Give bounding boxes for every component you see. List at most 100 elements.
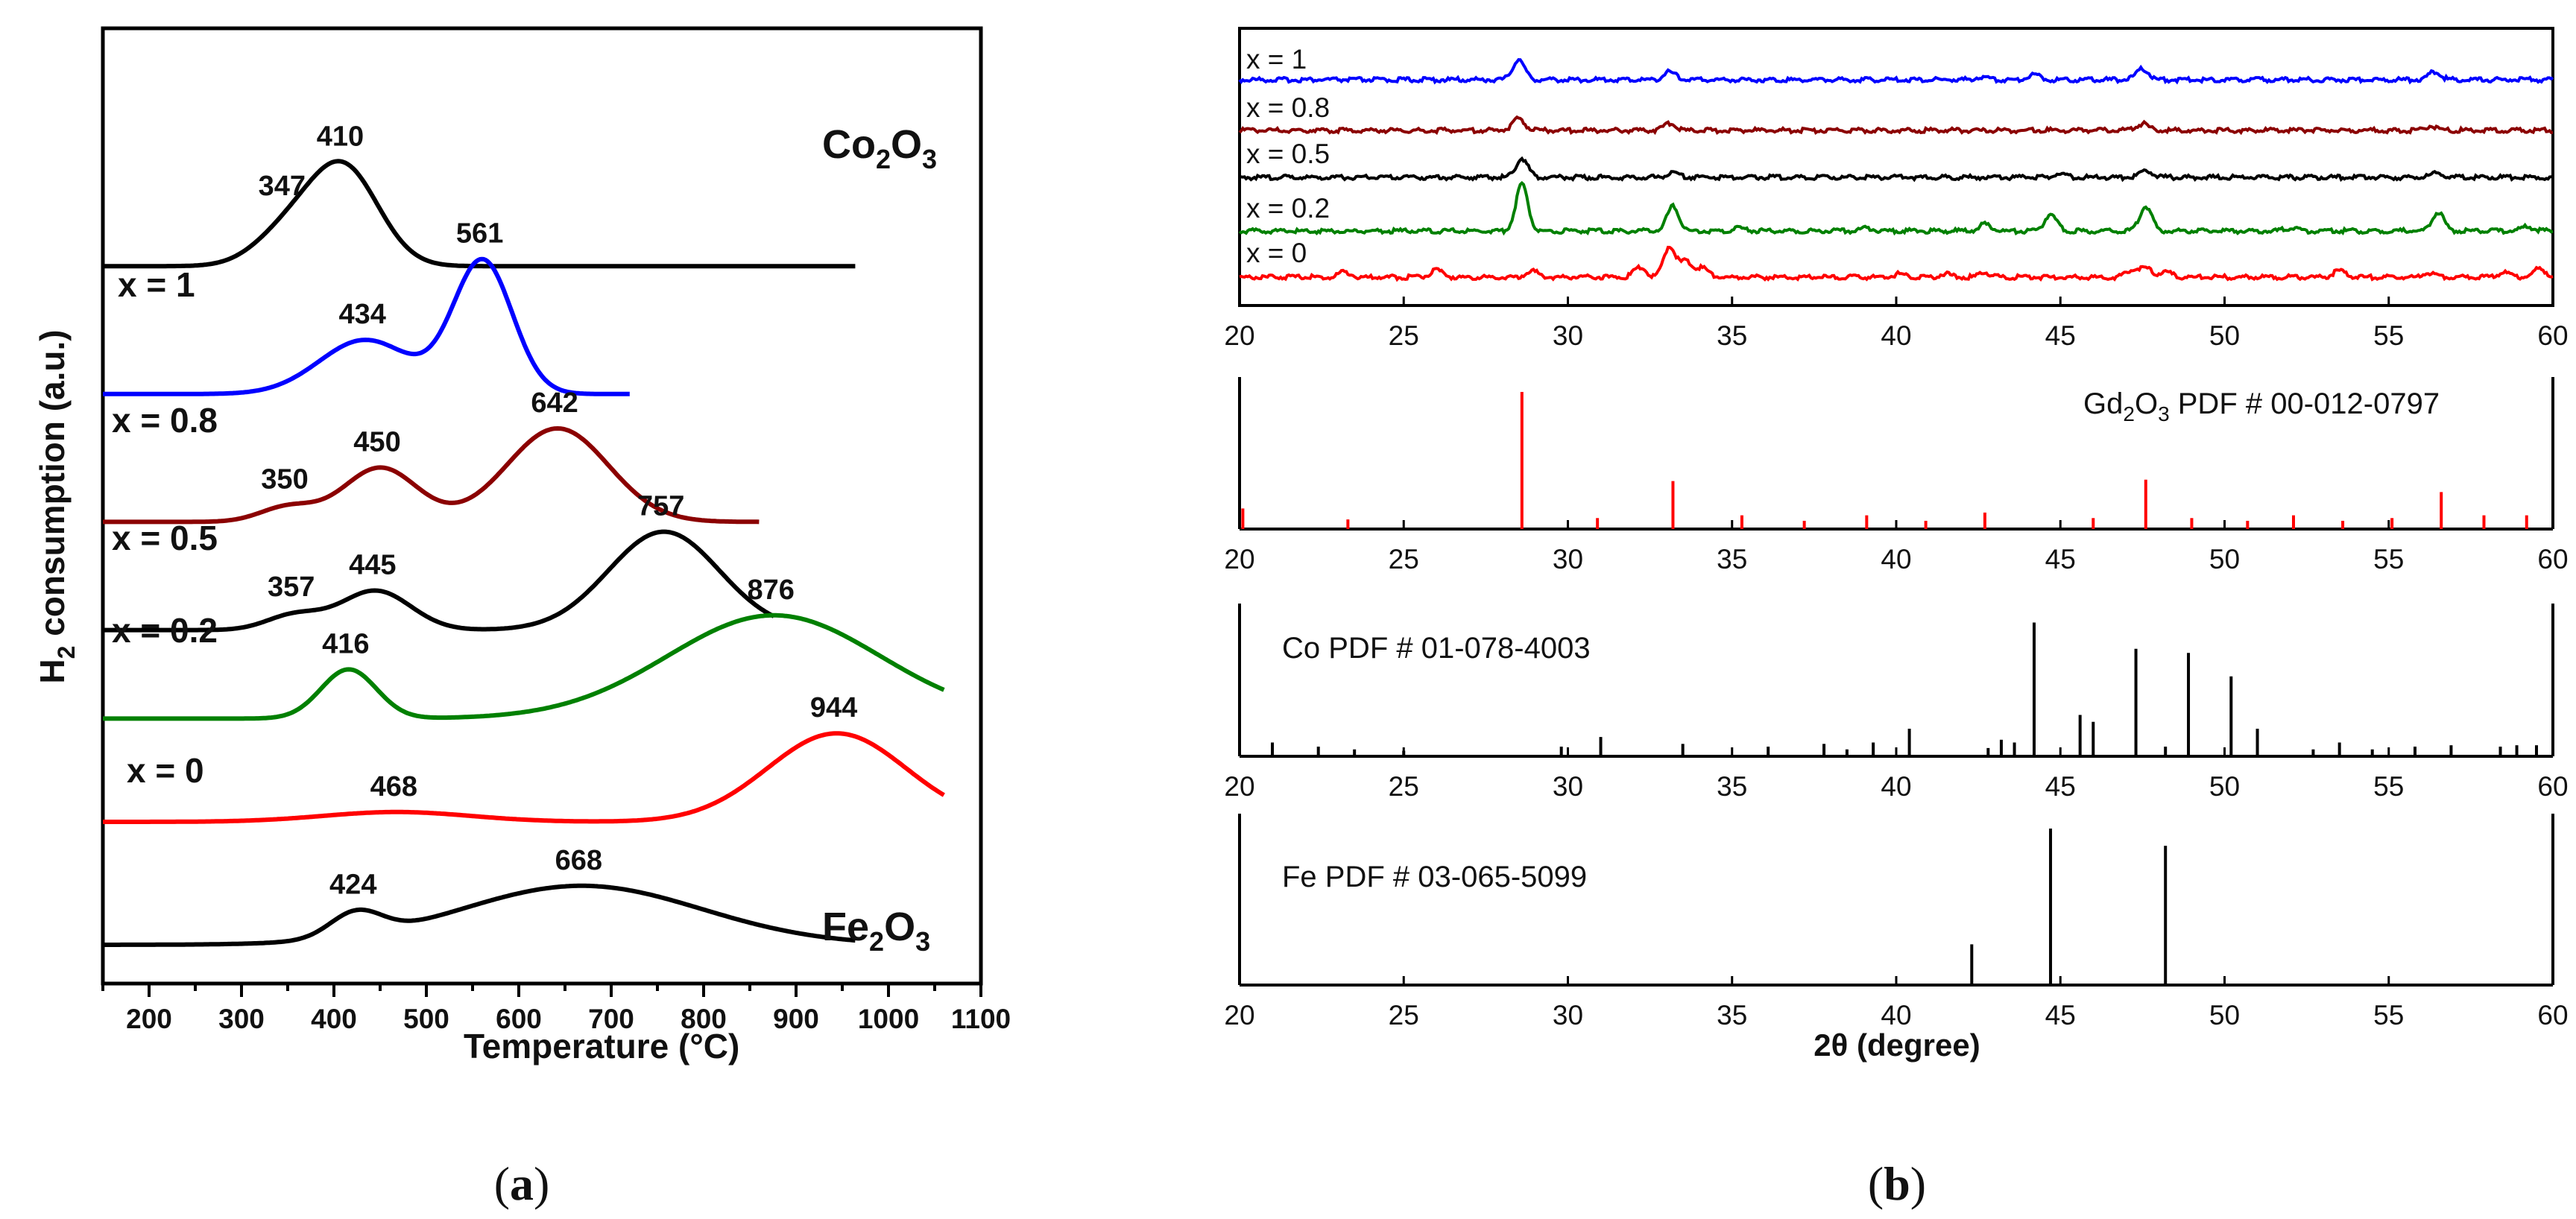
- panel-a-x-tick-label: 800: [681, 1004, 727, 1034]
- co-reference-label: Co PDF # 01-078-4003: [1282, 632, 1591, 665]
- panel-b-gd2o3-reference: 20 25 30 35 40 45 50 55 60: [1224, 377, 2569, 574]
- xrd-pattern-1: [1238, 115, 2554, 136]
- xrd-tick-label: 50: [2209, 320, 2240, 351]
- xrd-pattern-2: [1240, 156, 2554, 183]
- panel-a-curves: [102, 159, 945, 947]
- peak-label: 350: [261, 463, 308, 495]
- co-tick-label: 20: [1224, 771, 1254, 802]
- peak-label: 561: [456, 218, 503, 250]
- fe-tick-label: 50: [2209, 1000, 2240, 1030]
- panel-b-x-axis-label: 2θ (degree): [1813, 1028, 1980, 1063]
- peak-label: 416: [322, 628, 369, 659]
- panel-a-x-tick-label: 1000: [858, 1004, 919, 1034]
- peak-label: 357: [268, 571, 315, 603]
- peak-label: 424: [329, 869, 376, 900]
- gd2o3-tick-label: 30: [1553, 544, 1583, 574]
- xrd-tick-label: 60: [2537, 320, 2568, 351]
- label-co2o3: Co2O3: [822, 122, 937, 174]
- xrd-tick-label: 55: [2373, 320, 2404, 351]
- gd2o3-tick-label: 40: [1881, 544, 1911, 574]
- peak-label: 347: [259, 171, 306, 202]
- panel-a-x-tick-label: 900: [773, 1004, 819, 1034]
- caption-b: (b): [1868, 1157, 1926, 1210]
- peak-label: 468: [370, 771, 417, 802]
- fe-tick-label: 45: [2045, 1000, 2076, 1030]
- panel-a-x-tick-label: 400: [311, 1004, 357, 1034]
- xrd-pattern-4: [1239, 245, 2554, 282]
- label-x1: x = 1: [118, 265, 195, 304]
- peak-label: 434: [338, 299, 385, 330]
- panel-b-xrd-frame: [1238, 27, 2554, 307]
- xrd-tick-label: 40: [1881, 320, 1911, 351]
- panel-a-labels: 347 410 434 561 350 450 642 357 445 757 416 876 468 9…: [259, 121, 858, 900]
- panel-b: 20 25 30 35 40 45 50 55 60 x = 1 x = 0.8 x = 0.5…: [1224, 27, 2569, 1063]
- tpr-curve-2: [102, 426, 760, 525]
- peak-label: 668: [555, 845, 602, 876]
- xrd-pattern-0: [1238, 58, 2554, 85]
- xrd-label-x05: x = 0.5: [1246, 139, 1330, 169]
- gd2o3-tick-label: 55: [2373, 544, 2404, 574]
- label-x02: x = 0.2: [112, 611, 218, 650]
- tpr-curve-6: [102, 883, 856, 947]
- co-tick-label: 40: [1881, 771, 1911, 802]
- gd2o3-tick-label: 20: [1224, 544, 1254, 574]
- tpr-curve-5: [102, 731, 945, 824]
- gd2o3-tick-label: 50: [2209, 544, 2240, 574]
- gd2o3-tick-label: 45: [2045, 544, 2076, 574]
- peak-label: 757: [637, 491, 684, 522]
- panel-b-co-reference: 20 25 30 35 40 45 50 55 60: [1224, 604, 2569, 802]
- xrd-label-x0: x = 0: [1246, 238, 1307, 268]
- fe-tick-label: 20: [1224, 1000, 1254, 1030]
- xrd-label-x1: x = 1: [1246, 44, 1307, 75]
- xrd-label-x02: x = 0.2: [1246, 193, 1330, 224]
- label-x0: x = 0: [127, 751, 204, 790]
- tpr-curve-3: [102, 529, 775, 633]
- co-tick-label: 55: [2373, 771, 2404, 802]
- panel-b-fe-reference: 20 25 30 35 40 45 50 55 60: [1224, 814, 2569, 1030]
- gd2o3-tick-label: 60: [2537, 544, 2568, 574]
- peak-label: 876: [748, 574, 795, 606]
- label-fe2o3: Fe2O3: [822, 905, 930, 957]
- fe-tick-label: 25: [1389, 1000, 1419, 1030]
- fe-tick-label: 35: [1717, 1000, 1747, 1030]
- gd2o3-tick-label: 35: [1717, 544, 1747, 574]
- panel-b-xrd-patterns: [1238, 58, 2554, 282]
- panel-a: 200 300 400 500 600 700 800 900 1000 1100 347 410 4…: [33, 26, 1011, 1066]
- panel-a-x-axis-label: Temperature (°C): [464, 1027, 739, 1066]
- gd2o3-tick-label: 25: [1389, 544, 1419, 574]
- xrd-label-x08: x = 0.8: [1246, 92, 1330, 123]
- peak-label: 944: [810, 692, 857, 724]
- peak-label: 410: [317, 121, 364, 152]
- label-x05: x = 0.5: [112, 519, 218, 557]
- tpr-curve-0: [102, 159, 856, 269]
- fe-tick-label: 60: [2537, 1000, 2568, 1030]
- panel-a-x-ticks: 200 300 400 500 600 700 800 900 1000 1100: [101, 984, 1011, 1034]
- caption-a: (a): [494, 1157, 550, 1210]
- fe-tick-label: 30: [1553, 1000, 1583, 1030]
- label-x08: x = 0.8: [112, 401, 218, 440]
- panel-a-x-tick-label: 600: [496, 1004, 542, 1034]
- co-tick-label: 30: [1553, 771, 1583, 802]
- fe-reference-label: Fe PDF # 03-065-5099: [1282, 861, 1587, 893]
- gd2o3-reference-label: Gd2O3 PDF # 00-012-0797: [2083, 387, 2440, 425]
- panel-a-frame: [101, 26, 983, 986]
- tpr-curve-4: [102, 612, 945, 721]
- panel-a-x-tick-label: 700: [588, 1004, 634, 1034]
- peak-label: 642: [531, 387, 578, 419]
- panel-a-x-tick-label: 500: [403, 1004, 449, 1034]
- xrd-tick-label: 25: [1389, 320, 1419, 351]
- co-tick-label: 45: [2045, 771, 2076, 802]
- panel-a-x-tick-label: 1100: [951, 1004, 1011, 1034]
- co-tick-label: 60: [2537, 771, 2568, 802]
- fe-tick-label: 40: [1881, 1000, 1911, 1030]
- panel-a-y-axis-label: H2 consumption (a.u.): [33, 329, 80, 683]
- panel-a-x-tick-label: 200: [126, 1004, 172, 1034]
- fe-tick-label: 55: [2373, 1000, 2404, 1030]
- peak-label: 450: [353, 426, 400, 457]
- xrd-tick-label: 35: [1717, 320, 1747, 351]
- co-tick-label: 25: [1389, 771, 1419, 802]
- peak-label: 445: [349, 550, 396, 581]
- xrd-tick-label: 30: [1553, 320, 1583, 351]
- xrd-tick-label: 20: [1224, 320, 1254, 351]
